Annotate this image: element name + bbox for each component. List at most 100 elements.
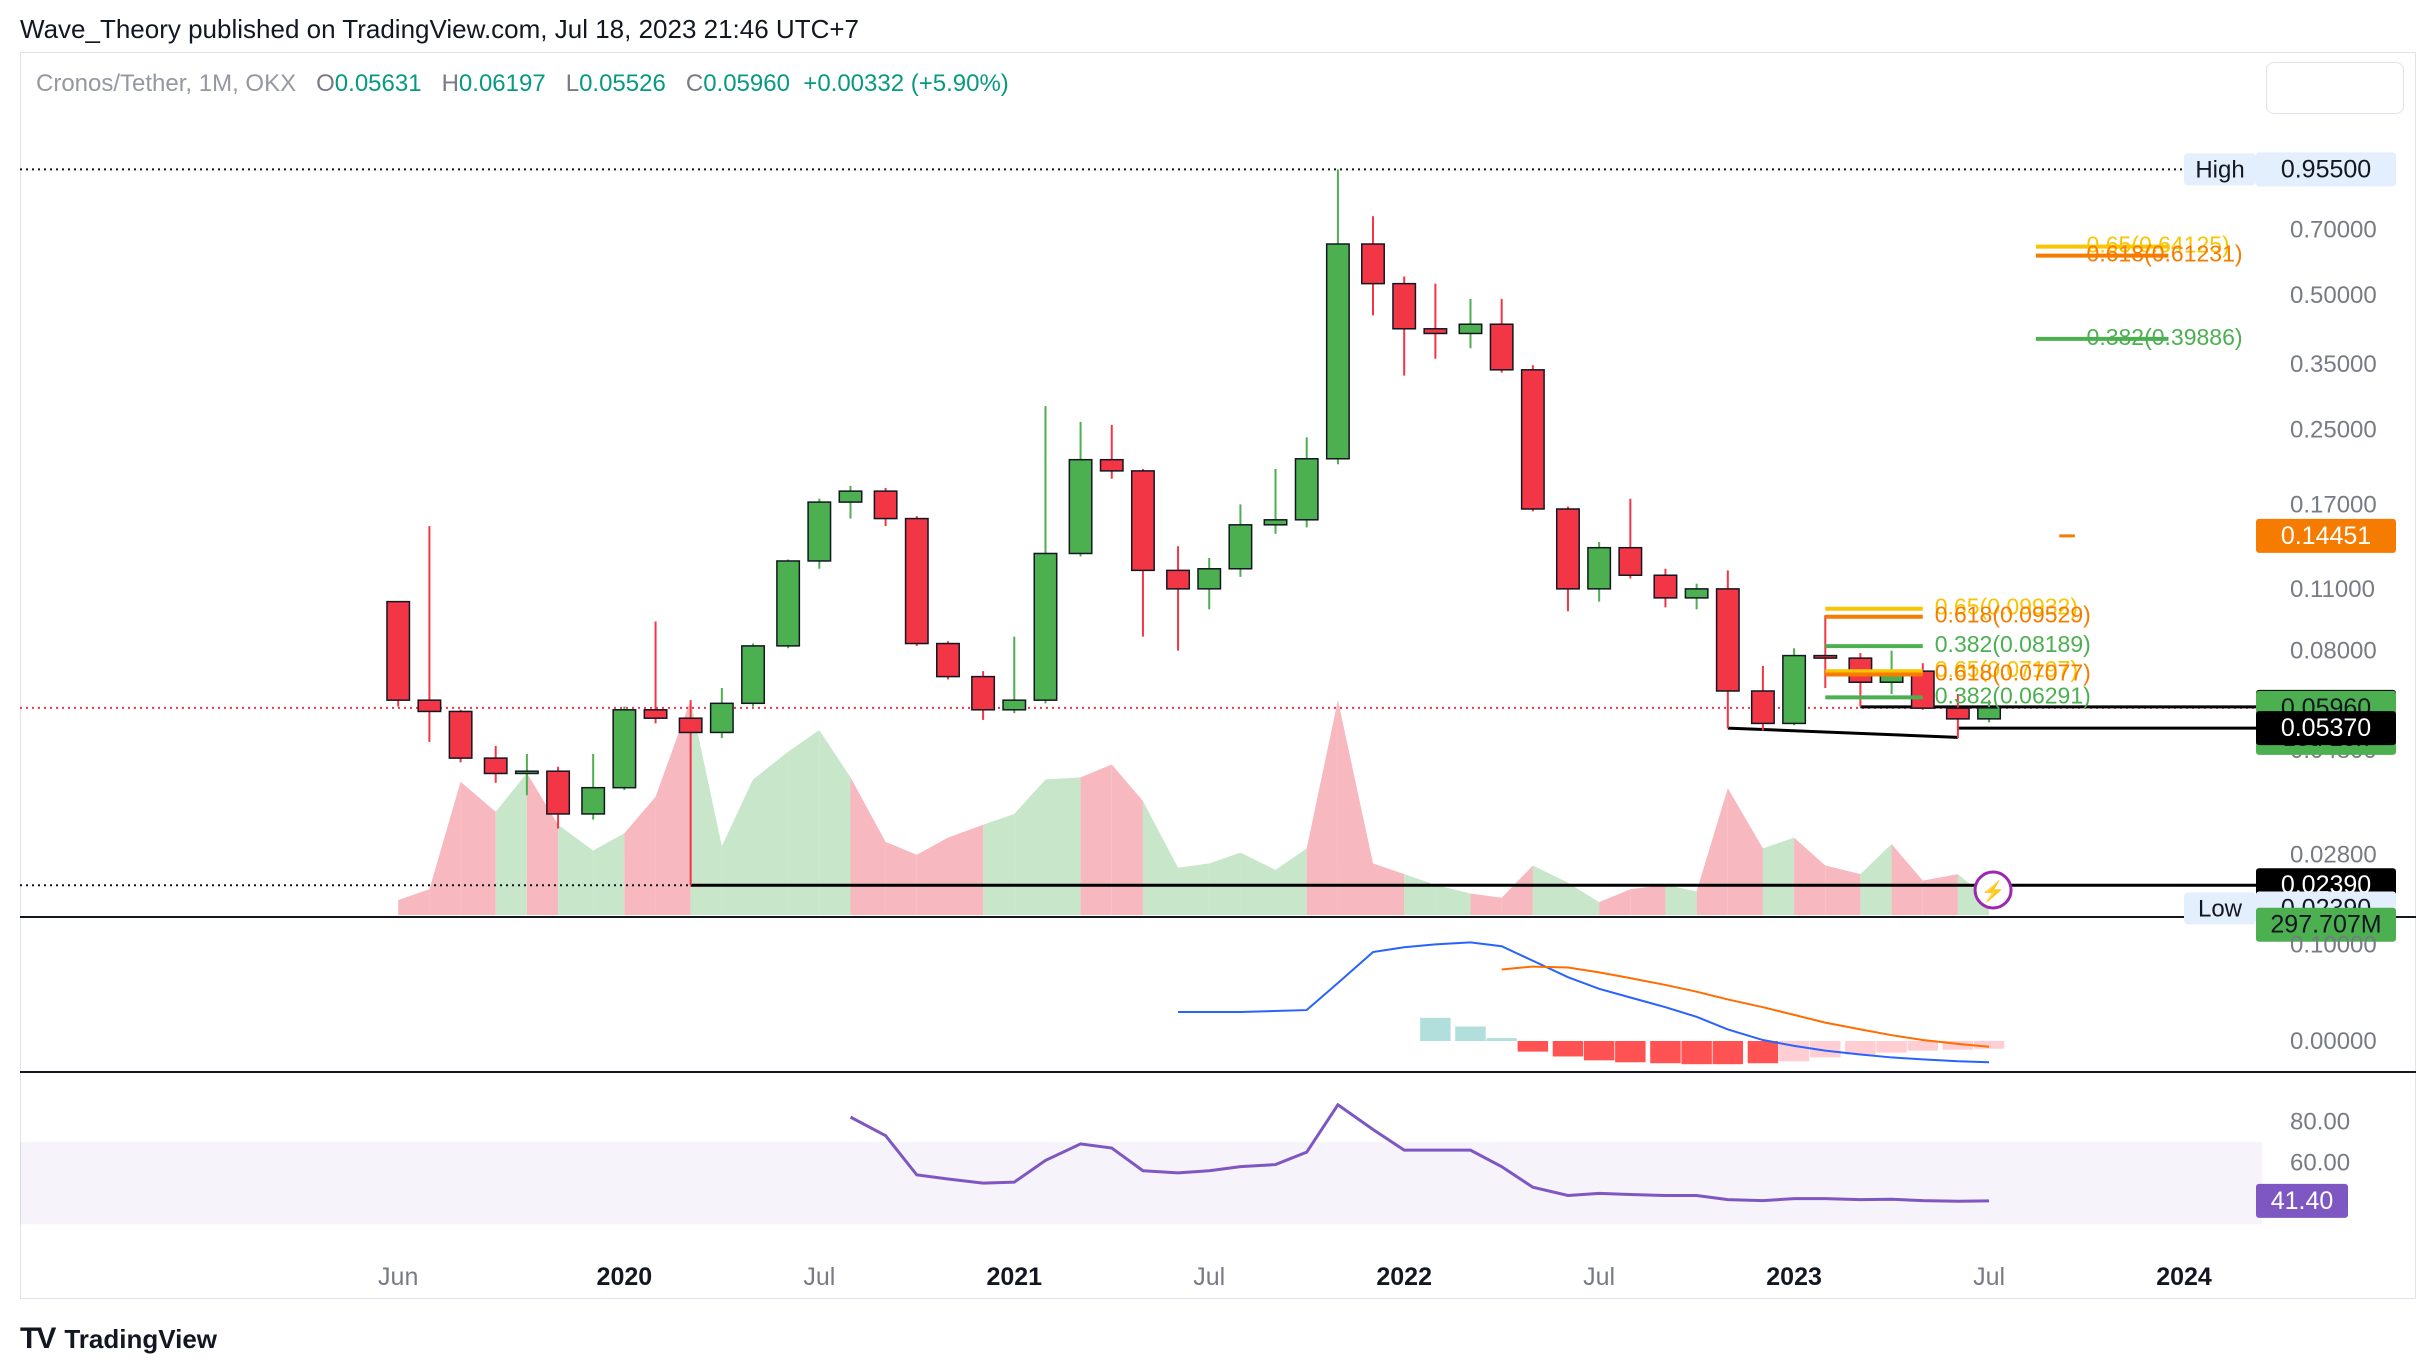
candle-body xyxy=(1945,707,1970,720)
y-tick-label: 0.08000 xyxy=(2290,638,2377,665)
rsi-band xyxy=(20,1141,2262,1225)
x-tick-label: 2024 xyxy=(2156,1263,2212,1291)
lightning-glyph: ⚡ xyxy=(1981,879,2006,903)
volume-area-segment xyxy=(983,813,1015,915)
candle xyxy=(1166,546,1191,651)
candle-body xyxy=(1033,552,1058,701)
volume-area-segment xyxy=(690,700,722,915)
candle xyxy=(1653,568,1678,608)
price-tag-prefix-bg xyxy=(2184,153,2256,186)
macd-histogram-bar xyxy=(1907,1041,1939,1051)
volume-area-segment xyxy=(1080,764,1112,915)
candle-body xyxy=(612,709,637,789)
fib-label: 0.65(0.07197) xyxy=(1935,656,2078,682)
candle-body xyxy=(1782,654,1807,725)
price-tag-label: 297.707M xyxy=(2270,911,2381,939)
candle-body xyxy=(1587,546,1612,590)
x-tick-label: 2020 xyxy=(597,1263,653,1291)
x-tick-label: Jul xyxy=(1973,1263,2005,1291)
volume-area-segment xyxy=(819,730,851,915)
timeframe-box[interactable] xyxy=(2266,62,2404,114)
candle xyxy=(1002,636,1027,714)
candle-body xyxy=(971,675,996,711)
candle xyxy=(1068,421,1093,557)
candle xyxy=(483,745,508,783)
volume-area-segment xyxy=(495,773,527,915)
candle-body xyxy=(1294,458,1319,521)
fib-label: 0.618(0.61231) xyxy=(2087,241,2243,267)
fib-label: 0.65(0.64125) xyxy=(2087,232,2230,258)
candle xyxy=(1555,506,1580,612)
volume-area-segment xyxy=(1045,777,1081,915)
volume-area-segment xyxy=(1922,874,1958,915)
macd-histogram-bar xyxy=(1420,1017,1451,1041)
volume-area-segment xyxy=(947,824,984,915)
legend-low-value: 0.05526 xyxy=(579,70,666,97)
candle xyxy=(1813,615,1838,689)
volume-area-segment xyxy=(1794,837,1826,915)
candle xyxy=(643,621,668,724)
price-tag xyxy=(2256,907,2396,942)
legend-symbol[interactable]: Cronos/Tether, 1M, OKX xyxy=(36,70,297,97)
candle xyxy=(1587,542,1612,602)
legend-open-value: 0.05631 xyxy=(334,70,422,97)
macd-histogram-bar xyxy=(1973,1041,2005,1049)
fib-label: 0.382(0.39886) xyxy=(2087,324,2243,350)
price-tag xyxy=(2256,152,2396,187)
candle xyxy=(971,671,996,720)
macd-histogram-bar xyxy=(1650,1041,1681,1064)
candle xyxy=(514,753,539,796)
candle-body xyxy=(1392,282,1417,330)
volume-area-segment xyxy=(1532,865,1568,915)
candle-body xyxy=(1099,458,1124,472)
candle-body xyxy=(1977,707,2002,720)
volume-area-segment xyxy=(1762,837,1795,915)
macd-histogram-bar xyxy=(1810,1041,1841,1058)
candle xyxy=(1684,583,1709,610)
candle xyxy=(1750,665,1775,731)
volume-area-segment xyxy=(885,841,917,915)
x-tick-label: Jul xyxy=(803,1263,835,1291)
price-tag-label: 0.95500 xyxy=(2281,155,2371,183)
macd-histogram-bar xyxy=(1552,1041,1584,1057)
legend-high-label: H xyxy=(441,70,459,97)
candle xyxy=(776,559,801,649)
fib-label: 0.382(0.08189) xyxy=(1935,631,2091,657)
volume-area-segment xyxy=(526,773,559,915)
trendline xyxy=(1727,726,1958,739)
legend-close-value: 0.05960 xyxy=(703,70,790,97)
candle xyxy=(678,700,703,886)
volume-area-segment xyxy=(788,730,820,915)
candle-body xyxy=(1458,323,1483,335)
candle xyxy=(1489,298,1514,373)
y-tick-label: 0.17000 xyxy=(2290,491,2377,518)
candle xyxy=(873,487,898,527)
price-tag xyxy=(2256,711,2396,746)
volume-area-segment xyxy=(429,781,461,915)
candle-body xyxy=(581,786,606,815)
legend-change: +0.00332 (+5.90%) xyxy=(803,70,1009,97)
volume-area-segment xyxy=(1727,788,1763,915)
candle-body xyxy=(1423,328,1448,335)
macd-histogram-bar xyxy=(1747,1041,1779,1064)
brand-name[interactable]: TradingView xyxy=(64,1323,218,1354)
macd-signal-line xyxy=(1501,965,1990,1048)
candle-body xyxy=(386,600,411,701)
volume-area-segment xyxy=(1306,700,1338,915)
rsi-line xyxy=(849,1102,1990,1203)
candle xyxy=(904,516,929,646)
candle-body xyxy=(838,490,863,503)
fib-label: 0.65(0.09932) xyxy=(1935,594,2078,620)
tv-logo-icon: TV xyxy=(20,1322,56,1355)
volume-area-segment xyxy=(721,779,754,915)
volume-area-segment xyxy=(1860,844,1892,915)
candle-body xyxy=(741,645,766,705)
candle-body xyxy=(1813,654,1838,659)
candle xyxy=(1520,365,1545,512)
price-tag-prefix-bg xyxy=(2184,892,2256,925)
volume-area-segment xyxy=(624,796,656,915)
macd-line xyxy=(1178,941,1990,1064)
volume-area-segment xyxy=(1825,865,1861,915)
rsi-value-tag xyxy=(2256,1183,2348,1218)
